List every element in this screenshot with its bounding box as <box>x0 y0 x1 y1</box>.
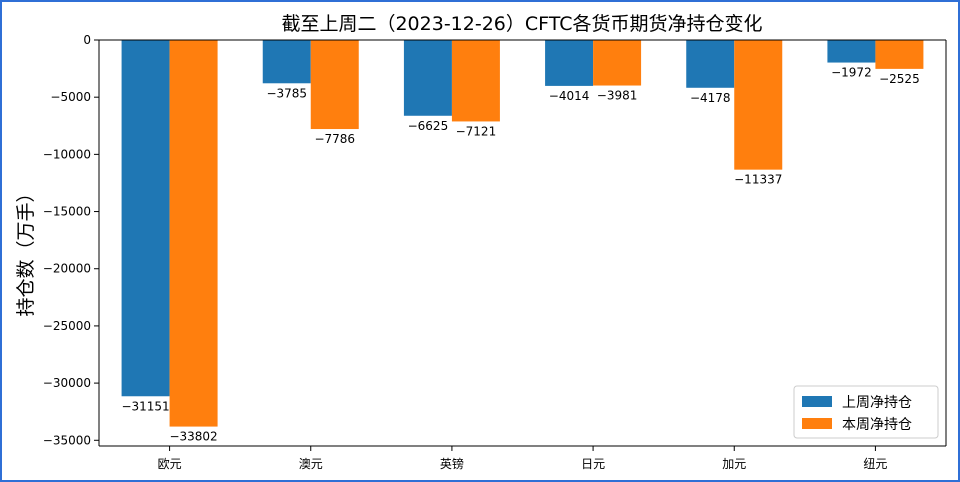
bar-value-label: −3981 <box>597 89 638 103</box>
chart-title: 截至上周二（2023-12-26）CFTC各货币期货净持仓变化 <box>281 13 762 35</box>
bar-last-week-0 <box>121 40 170 397</box>
legend-swatch <box>802 396 832 407</box>
y-tick-label: −15000 <box>43 205 91 219</box>
y-tick-label: −5000 <box>50 90 91 104</box>
y-axis-label: 持仓数（万手） <box>15 183 37 316</box>
bar-last-week-1 <box>262 40 311 84</box>
bar-last-week-5 <box>827 40 876 63</box>
bar-value-label: −1972 <box>831 66 872 80</box>
bar-this-week-1 <box>310 40 359 130</box>
bar-this-week-2 <box>451 40 500 122</box>
bar-value-label: −11337 <box>734 173 782 187</box>
y-tick-label: −25000 <box>43 319 91 333</box>
bar-this-week-4 <box>734 40 783 170</box>
bar-value-label: −33802 <box>169 430 217 444</box>
bar-value-label: −7786 <box>314 132 355 146</box>
bar-this-week-5 <box>875 40 924 69</box>
bar-value-label: −3785 <box>266 86 307 100</box>
x-tick-label: 英镑 <box>440 456 464 471</box>
y-tick-label: −10000 <box>43 147 91 161</box>
bar-value-label: −2525 <box>879 72 920 86</box>
legend-swatch <box>802 418 832 429</box>
legend-label: 上周净持仓 <box>842 395 912 411</box>
y-tick-label: 0 <box>83 33 91 47</box>
bar-value-label: −4178 <box>690 91 731 105</box>
legend-label: 本周净持仓 <box>842 417 912 433</box>
bar-this-week-0 <box>169 40 218 427</box>
y-tick-label: −35000 <box>43 433 91 447</box>
x-tick-label: 纽元 <box>863 457 887 471</box>
bar-value-label: −6625 <box>408 119 449 133</box>
y-tick-label: −20000 <box>43 262 91 276</box>
bar-value-label: −7121 <box>456 124 497 138</box>
bar-this-week-3 <box>593 40 642 86</box>
bar-last-week-4 <box>686 40 735 88</box>
y-tick-label: −30000 <box>43 376 91 390</box>
x-tick-label: 澳元 <box>299 457 323 471</box>
bar-last-week-3 <box>545 40 594 86</box>
bar-value-label: −4014 <box>549 89 590 103</box>
bar-last-week-2 <box>403 40 452 116</box>
x-tick-label: 加元 <box>722 457 746 471</box>
plot-area: −31151 −3785 −6625 −4014 −4178 −1972 −33802 −77… <box>43 33 947 471</box>
bar-value-label: −31151 <box>121 399 169 413</box>
x-tick-label: 日元 <box>581 457 605 471</box>
x-tick-label: 欧元 <box>158 457 182 471</box>
